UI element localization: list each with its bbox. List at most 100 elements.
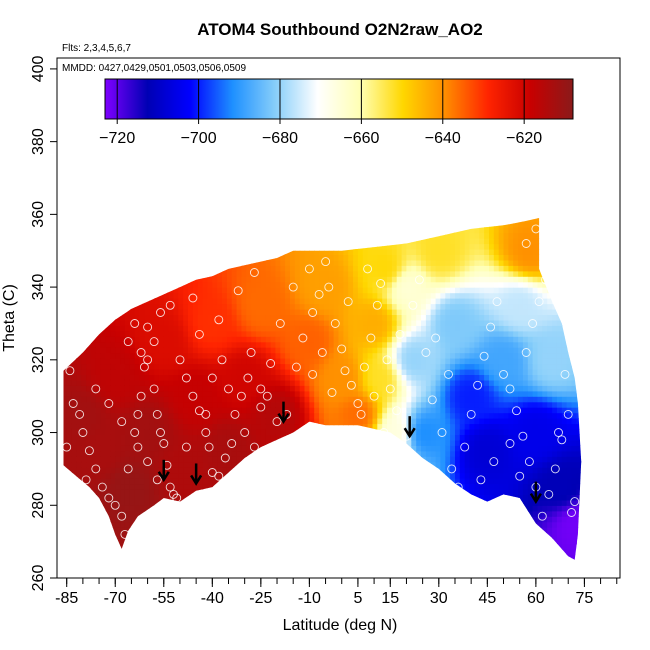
sample-point xyxy=(214,315,224,325)
sample-point xyxy=(408,300,418,310)
sample-point xyxy=(447,464,457,474)
colorbar-tick-label: −720 xyxy=(99,130,135,147)
y-tick-label: 400 xyxy=(30,55,47,82)
sample-point xyxy=(181,373,191,383)
sample-point xyxy=(230,409,240,419)
sample-point xyxy=(149,337,159,347)
sample-point xyxy=(356,409,366,419)
sample-point xyxy=(110,566,120,576)
sample-point xyxy=(68,399,78,408)
sample-point xyxy=(139,362,149,372)
y-tick-label: 260 xyxy=(30,565,47,592)
x-tick-label: -70 xyxy=(104,590,127,607)
sample-point xyxy=(78,428,88,437)
sample-point xyxy=(214,471,224,481)
sample-point xyxy=(424,482,434,492)
sample-point xyxy=(537,511,547,521)
sample-point xyxy=(275,319,285,328)
sample-point xyxy=(518,431,528,441)
sample-point xyxy=(382,355,392,365)
sample-point xyxy=(130,428,140,437)
sample-point xyxy=(395,457,405,467)
sample-point xyxy=(359,362,369,372)
colorbar-tick-label: −660 xyxy=(343,130,379,147)
sample-point xyxy=(233,286,243,296)
sample-point xyxy=(486,322,496,332)
x-tick-label: 75 xyxy=(576,590,594,607)
sample-point xyxy=(207,468,217,477)
sample-point xyxy=(227,439,237,448)
sample-point xyxy=(240,428,250,437)
sample-point xyxy=(437,428,447,437)
sample-point xyxy=(188,293,198,303)
sample-point xyxy=(156,428,165,437)
sample-point xyxy=(369,391,379,401)
sample-point xyxy=(123,337,133,347)
sample-point xyxy=(101,540,110,550)
x-tick-label: 5 xyxy=(353,590,362,607)
sample-point xyxy=(204,442,214,452)
sample-point xyxy=(152,475,162,485)
sample-point xyxy=(217,355,227,365)
sample-point xyxy=(243,373,253,383)
sample-point xyxy=(133,442,143,452)
colorbar: −720 −700 −680 −660 −640 −620 xyxy=(99,78,574,147)
y-tick-label: 360 xyxy=(30,201,47,228)
flight-arrow xyxy=(277,401,290,424)
flight-arrow xyxy=(190,463,203,486)
sample-point xyxy=(389,442,398,452)
sample-point xyxy=(75,409,85,419)
colorbar-tick-label: −620 xyxy=(506,130,542,147)
sample-point xyxy=(84,446,94,456)
sample-point xyxy=(512,406,521,416)
sample-point xyxy=(266,359,276,368)
sample-point xyxy=(272,417,282,427)
sample-point xyxy=(91,384,101,394)
sample-point xyxy=(159,439,169,448)
sample-point xyxy=(560,369,570,379)
sample-point xyxy=(534,297,544,307)
sample-point xyxy=(207,373,217,383)
sample-point xyxy=(308,369,318,379)
sample-point xyxy=(304,264,314,274)
sample-point xyxy=(104,493,114,503)
sample-point xyxy=(324,282,334,292)
sample-point xyxy=(427,395,437,405)
x-tick-label: -10 xyxy=(298,590,321,607)
sample-point xyxy=(444,369,453,379)
sample-point xyxy=(466,409,476,419)
sample-point xyxy=(321,257,331,267)
sample-point xyxy=(476,475,486,485)
sample-point xyxy=(91,464,101,474)
flight-arrow xyxy=(529,481,542,504)
sample-point xyxy=(308,308,318,317)
sample-point xyxy=(165,482,175,492)
sample-point xyxy=(317,348,327,357)
x-tick-label: 30 xyxy=(430,590,448,607)
sample-point xyxy=(515,471,525,481)
sample-point xyxy=(298,333,308,343)
sample-point xyxy=(62,442,72,452)
sample-point xyxy=(414,275,424,285)
sample-point xyxy=(372,300,382,310)
sample-point xyxy=(165,300,175,310)
sample-points xyxy=(62,224,580,576)
y-axis: 260 280 300 320 340 360 380 400 xyxy=(30,55,57,591)
sample-point xyxy=(544,489,554,499)
sample-point xyxy=(256,384,266,394)
sample-point xyxy=(152,409,162,419)
sample-point xyxy=(505,384,515,394)
sample-point xyxy=(340,366,350,376)
sample-point xyxy=(421,348,431,357)
sample-point xyxy=(460,508,470,517)
sample-point xyxy=(188,391,198,401)
sample-point xyxy=(376,279,386,288)
x-tick-label: 60 xyxy=(527,590,545,607)
heatmap-field xyxy=(63,218,582,560)
sample-point xyxy=(220,453,230,463)
sample-point xyxy=(110,500,120,510)
x-tick-label: 15 xyxy=(381,590,399,607)
sample-point xyxy=(567,508,576,517)
sample-point xyxy=(291,362,301,372)
